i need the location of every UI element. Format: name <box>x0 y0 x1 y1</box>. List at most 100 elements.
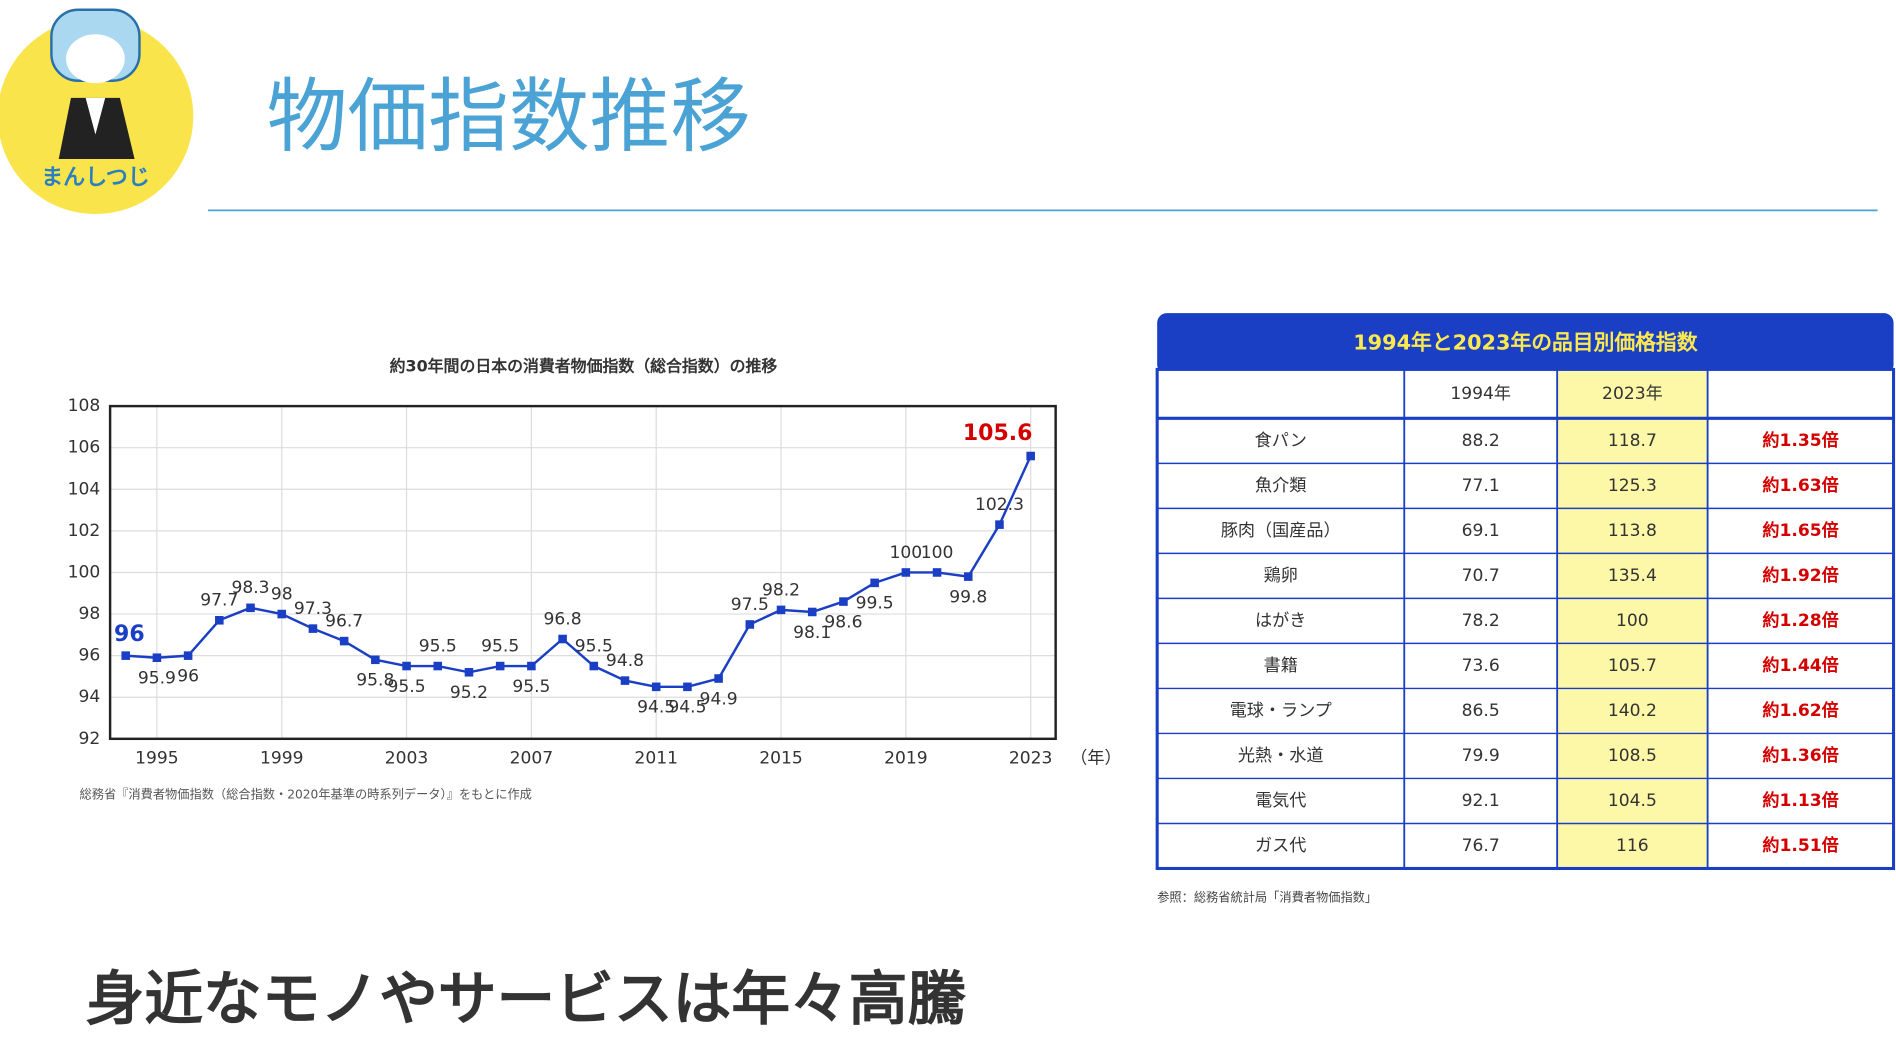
data-label: 97.7 <box>200 591 238 611</box>
data-point <box>495 661 505 671</box>
data-label: 95.5 <box>575 636 613 656</box>
data-label: 95.5 <box>512 677 550 697</box>
data-label: 100 <box>890 543 923 563</box>
data-label: 95.9 <box>138 669 176 689</box>
headline: 身近なモノやサービスは年々高騰 <box>86 965 967 1033</box>
table-cell: 約1.51倍 <box>1762 835 1838 856</box>
table-title: 1994年と2023年の品目別価格指数 <box>1353 331 1697 355</box>
table-cell: 電気代 <box>1255 791 1306 811</box>
data-label: 94.5 <box>668 698 706 718</box>
data-label: 96.8 <box>544 609 582 629</box>
data-point <box>183 651 193 660</box>
logo-shirt <box>85 97 106 135</box>
data-label: 94.8 <box>606 651 644 671</box>
table-cell: 79.9 <box>1462 746 1500 766</box>
y-tick-label: 100 <box>68 562 101 582</box>
data-point <box>277 609 287 619</box>
data-point <box>870 578 879 588</box>
logo: まんしつじ <box>0 8 194 215</box>
table-cell: 113.8 <box>1608 521 1657 541</box>
data-point <box>745 620 755 629</box>
data-label: 95.5 <box>481 636 519 656</box>
table-cell: 魚介類 <box>1255 476 1306 496</box>
data-label: 99.8 <box>949 587 987 607</box>
x-tick-label: 1995 <box>135 748 179 768</box>
table-border <box>1155 367 1896 871</box>
data-label: 95.5 <box>388 677 426 697</box>
table-body <box>1157 369 1894 869</box>
data-label: 98 <box>271 584 293 604</box>
data-label: 95.2 <box>450 683 488 703</box>
table-cell: 105.7 <box>1608 656 1657 676</box>
data-point <box>620 676 630 685</box>
x-tick-label: 2007 <box>510 748 554 768</box>
x-tick-label: 2011 <box>634 748 678 768</box>
y-tick-label: 106 <box>68 438 101 458</box>
data-label: 99.5 <box>856 594 894 614</box>
y-tick-label: 92 <box>79 729 101 749</box>
table-cell: 電球・ランプ <box>1230 701 1332 721</box>
chart: 92 94 96 98 100 102 104 106 108 1995 1999 2003 2007 2… <box>68 396 1057 768</box>
page-title: 物価指数推移 <box>267 70 751 164</box>
data-point <box>339 636 349 646</box>
highlight-column <box>1557 369 1708 869</box>
table-title-bar <box>1157 313 1894 375</box>
chart-title: 約30年間の日本の消費者物価指数（総合指数）の推移 <box>390 356 778 375</box>
x-tick-label: 2015 <box>759 748 803 768</box>
data-label: 96 <box>177 666 199 686</box>
logo-face <box>66 34 125 84</box>
x-tick-label: 2003 <box>385 748 429 768</box>
table-cell: 76.7 <box>1462 836 1500 856</box>
x-axis-label: （年） <box>1070 748 1121 768</box>
data-label: 95.5 <box>419 636 457 656</box>
data-point <box>714 674 723 683</box>
data-point <box>246 603 255 613</box>
table-cell: 約1.44倍 <box>1762 655 1838 676</box>
y-tick-label: 104 <box>68 479 101 499</box>
y-tick-label: 94 <box>79 687 101 707</box>
table-cell: 92.1 <box>1462 791 1500 811</box>
data-label: 98.6 <box>824 612 862 632</box>
data-label: 98.2 <box>762 580 800 600</box>
table-cell: はがき <box>1255 611 1306 631</box>
data-point <box>807 607 817 617</box>
data-label: 94.5 <box>637 698 675 718</box>
data-point <box>995 520 1004 529</box>
data-point <box>433 661 443 671</box>
data-point <box>683 682 692 692</box>
column-header: 2023年 <box>1602 384 1663 404</box>
table-cell: 104.5 <box>1608 791 1657 811</box>
table-cell: 光熱・水道 <box>1238 746 1324 766</box>
x-tick-label: 1999 <box>260 748 304 768</box>
data-point <box>402 661 411 671</box>
data-point <box>527 661 536 671</box>
table-cell: 約1.13倍 <box>1762 790 1838 811</box>
data-line <box>125 455 1032 689</box>
data-point <box>308 624 318 633</box>
table-cell: 食パン <box>1255 431 1307 451</box>
data-label: 105.6 <box>963 421 1033 446</box>
table-cell: 書籍 <box>1264 656 1298 676</box>
table-cell: 116 <box>1616 836 1649 856</box>
y-tick-label: 102 <box>68 521 101 541</box>
x-tick-label: 2019 <box>884 748 928 768</box>
x-tick-label: 2023 <box>1009 748 1053 768</box>
table-cell: 約1.36倍 <box>1762 745 1838 766</box>
y-tick-label: 108 <box>68 396 101 416</box>
table-cell: 77.1 <box>1462 476 1500 496</box>
data-point <box>776 605 786 615</box>
table-cell: 78.2 <box>1462 611 1500 631</box>
data-label: 95.8 <box>356 671 394 691</box>
data-label: 94.9 <box>700 689 738 709</box>
table-cell: 約1.65倍 <box>1762 520 1838 541</box>
table-cell: 約1.35倍 <box>1762 430 1838 451</box>
data-point <box>464 667 474 677</box>
table-cell: 約1.92倍 <box>1762 565 1838 586</box>
data-label: 96 <box>114 622 145 647</box>
table-cell: 豚肉（国産品） <box>1221 521 1341 541</box>
data-label: 102.3 <box>975 495 1024 515</box>
data-label: 98.1 <box>793 623 831 643</box>
data-point <box>371 655 380 665</box>
data-label: 97.5 <box>731 595 769 615</box>
